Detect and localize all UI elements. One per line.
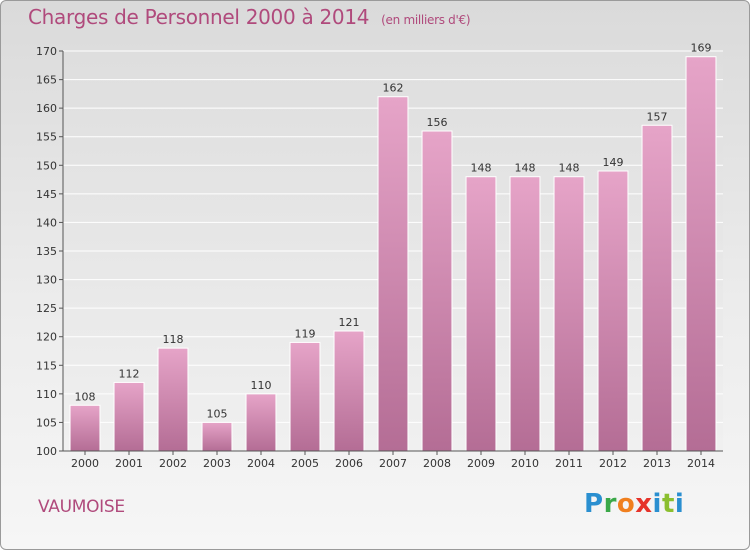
x-tick-label: 2000 [71, 457, 99, 470]
bar [509, 176, 541, 452]
bar-value-label: 148 [515, 162, 536, 175]
bar [113, 381, 145, 452]
x-tick-label: 2012 [599, 457, 627, 470]
logo-letter: i [674, 489, 685, 519]
y-tick-label: 165 [36, 74, 57, 87]
y-tick-label: 145 [36, 188, 57, 201]
y-tick-label: 100 [36, 445, 57, 458]
x-tick-label: 2002 [159, 457, 187, 470]
x-tick-label: 2006 [335, 457, 363, 470]
bar [377, 96, 409, 452]
bar [597, 170, 629, 452]
y-tick-label: 125 [36, 302, 57, 315]
y-axis: 100 105 110 115 120 125 130 135 140 145 150 155 160 1… [36, 45, 64, 458]
y-tick-label: 110 [36, 388, 57, 401]
bar-value-label: 121 [339, 316, 360, 329]
bar [245, 393, 277, 452]
value-labels: 108 112 118 105 110 119 121 162 156 148 148 148 149 1… [75, 42, 712, 421]
bar [333, 330, 365, 452]
bar-value-label: 108 [75, 390, 96, 403]
bar-value-label: 110 [251, 379, 272, 392]
bar [201, 421, 233, 452]
chart-title-text: Charges de Personnel 2000 à 2014 [28, 5, 370, 29]
bar [157, 347, 189, 452]
bar-value-label: 118 [163, 333, 184, 346]
x-tick-label: 2008 [423, 457, 451, 470]
bar-value-label: 119 [295, 327, 316, 340]
y-tick-label: 130 [36, 274, 57, 287]
bar [69, 404, 101, 452]
bar [685, 56, 717, 452]
y-tick-label: 140 [36, 216, 57, 229]
logo-letter: r [603, 489, 617, 519]
bar-value-label: 156 [427, 116, 448, 129]
logo-letter: i [652, 489, 662, 519]
x-tick-label: 2013 [643, 457, 671, 470]
bar-value-label: 112 [119, 367, 140, 380]
x-tick-label: 2010 [511, 457, 539, 470]
x-tick-label: 2014 [687, 457, 715, 470]
bar-value-label: 148 [471, 162, 492, 175]
bar-value-label: 162 [383, 82, 404, 95]
bar-value-label: 105 [207, 407, 228, 420]
y-tick-label: 155 [36, 131, 57, 144]
y-tick-label: 120 [36, 331, 57, 344]
bar-value-label: 157 [647, 110, 668, 123]
x-tick-label: 2007 [379, 457, 407, 470]
chart-subtitle: (en milliers d'€) [381, 13, 471, 27]
y-tick-label: 115 [36, 359, 57, 372]
chart-title: Charges de Personnel 2000 à 2014 (en mill… [28, 5, 471, 29]
bar [289, 341, 321, 452]
logo-letter: t [661, 489, 675, 519]
place-name: VAUMOISE [38, 497, 125, 517]
logo-letter: o [616, 489, 636, 519]
x-tick-label: 2009 [467, 457, 495, 470]
bar-value-label: 148 [559, 162, 580, 175]
y-tick-label: 150 [36, 159, 57, 172]
proxiti-logo: Proxiti [584, 489, 684, 519]
y-tick-label: 135 [36, 245, 57, 258]
y-tick-label: 160 [36, 102, 57, 115]
logo-letter: x [635, 489, 653, 519]
x-axis: 2000 2001 2002 2003 2004 2005 2006 2007 2008 2009… [63, 450, 723, 470]
bar [421, 130, 453, 452]
y-tick-label: 170 [36, 45, 57, 58]
y-tick-label: 105 [36, 416, 57, 429]
bar [465, 176, 497, 452]
bar [641, 124, 673, 452]
x-tick-label: 2004 [247, 457, 275, 470]
x-tick-label: 2005 [291, 457, 319, 470]
logo-letter: P [584, 489, 604, 519]
bar-value-label: 169 [691, 42, 712, 55]
bar-value-label: 149 [603, 156, 624, 169]
x-tick-label: 2003 [203, 457, 231, 470]
x-tick-label: 2001 [115, 457, 143, 470]
x-tick-label: 2011 [555, 457, 583, 470]
bar [553, 176, 585, 452]
